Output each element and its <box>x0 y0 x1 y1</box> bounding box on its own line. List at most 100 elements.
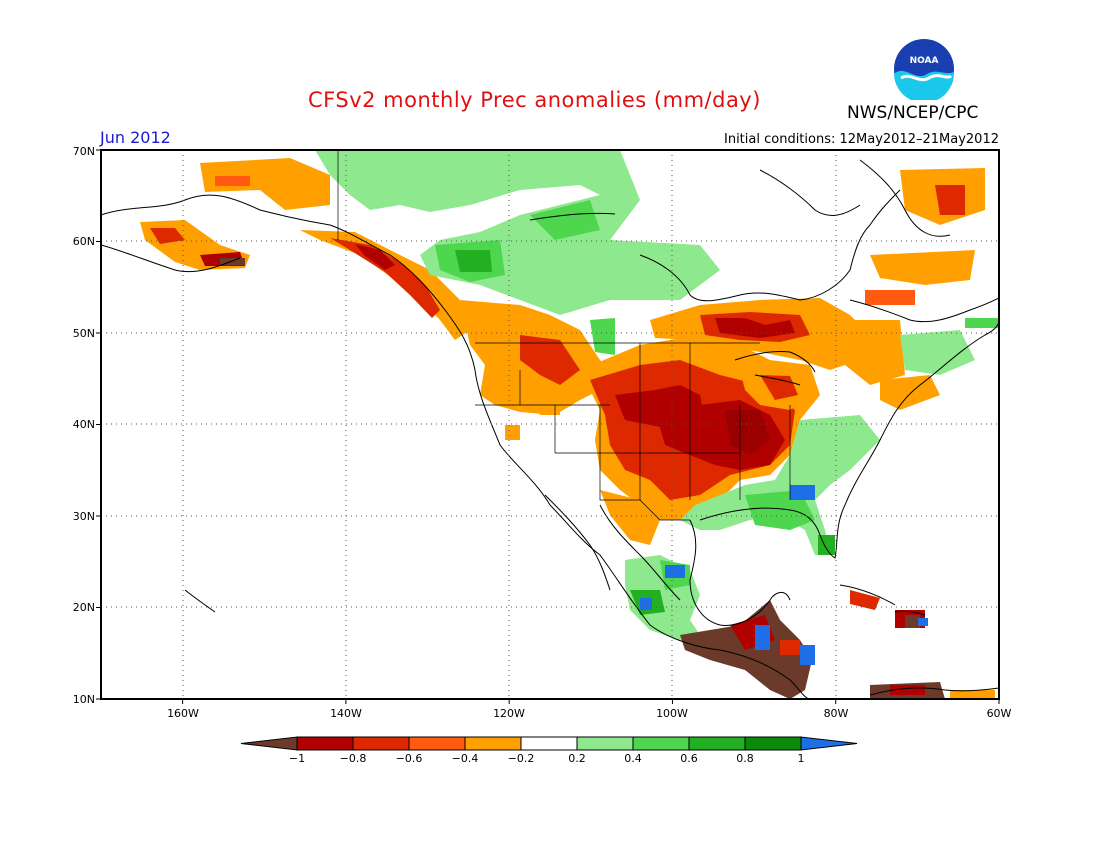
labrador-coast <box>849 297 999 323</box>
guianas-dry <box>950 690 995 699</box>
tick-marks <box>96 149 1000 704</box>
coastlines <box>101 159 999 699</box>
quebec-dry-spot <box>865 290 915 305</box>
lat-label-70: 70N <box>73 145 95 158</box>
bc-coast-dry-core <box>330 238 440 318</box>
bc-coast-very-dry <box>355 244 395 270</box>
lon-label-160w: 160W <box>167 707 199 720</box>
us-mexico-border <box>555 452 690 521</box>
lon-labels: 160W 140W 120W 100W 80W 60W <box>167 707 1011 720</box>
mexico-very-wet <box>665 565 685 578</box>
lon-label-100w: 100W <box>656 707 688 720</box>
legend-swatch-4 <box>464 736 522 751</box>
cuba-dry <box>850 590 880 610</box>
legend-swatch-2 <box>352 736 410 751</box>
legend-swatch-9 <box>744 736 802 751</box>
lake-erie <box>754 374 801 386</box>
pacific-nw-dry-core <box>520 335 580 385</box>
belize-wet <box>755 625 770 650</box>
map-title: CFSv2 monthly Prec anomalies (mm/day) <box>308 88 761 112</box>
alaska-peninsula <box>101 244 241 273</box>
noaa-logo-text: NOAA <box>910 56 939 66</box>
prairie-wet <box>590 318 615 355</box>
georgia-very-wet <box>790 485 815 500</box>
pacific-coast <box>101 194 811 699</box>
nv-dry-spot <box>505 425 520 440</box>
lat-label-40: 40N <box>73 418 95 431</box>
ut-dry-spot <box>540 405 560 415</box>
legend-label-6: 0.4 <box>624 752 642 765</box>
legend-swatch-8 <box>688 736 746 751</box>
init-conditions: Initial conditions: 12May2012–21May2012 <box>724 132 999 147</box>
quebec-dry <box>870 250 975 285</box>
canada-wet-peak <box>455 250 492 272</box>
ontario-very-dry <box>715 318 795 338</box>
lat-label-60: 60N <box>73 235 95 248</box>
mexico-west-very-wet <box>640 598 652 610</box>
hispaniola-very-dry <box>905 615 920 628</box>
lat-labels: 70N 60N 50N 40N 30N 20N 10N <box>73 145 95 706</box>
legend-label-9: 1 <box>798 752 805 765</box>
color-legend-labels: −1 −0.8 −0.6 −0.4 −0.2 0.2 0.4 0.6 0.8 1 <box>289 752 805 765</box>
lat-label-10: 10N <box>73 693 95 706</box>
sw-texas-dry <box>600 490 660 545</box>
nicaragua-wet <box>800 645 815 665</box>
legend-label-1: −0.8 <box>340 752 367 765</box>
yukon-dry-patch <box>200 158 330 210</box>
canada-interior-wet <box>315 150 720 315</box>
maritime-wet <box>900 330 975 375</box>
lon-label-60w: 60W <box>987 707 1012 720</box>
legend-swatch-5 <box>520 736 578 751</box>
agency-label: NWS/NCEP/CPC <box>847 103 979 123</box>
state-borders <box>475 343 791 500</box>
lat-label-20: 20N <box>73 601 95 614</box>
borders <box>337 150 791 521</box>
midwest-core-dry <box>725 410 770 455</box>
legend-swatch-7 <box>632 736 690 751</box>
labrador-dry-core <box>935 185 965 215</box>
month-label: Jun 2012 <box>100 128 171 147</box>
legend-swatch-6 <box>576 736 634 751</box>
noaa-logo: NOAA <box>893 38 955 104</box>
southeast-wet <box>680 415 880 555</box>
south-america-coast <box>869 687 999 696</box>
legend-swatch-1 <box>296 736 354 751</box>
yukon-dry-core <box>215 176 250 186</box>
gulf-of-california <box>599 504 681 601</box>
puerto-rico-wet <box>918 618 928 626</box>
legend-arrow-high <box>800 736 858 751</box>
lat-label-30: 30N <box>73 510 95 523</box>
alaska-dry-core <box>150 228 185 244</box>
maritime-dry <box>840 320 905 385</box>
new-england-dry <box>880 375 940 410</box>
gulf-atlantic-coast <box>699 319 999 559</box>
arctic-islands-1 <box>759 169 861 216</box>
color-legend <box>240 736 858 751</box>
legend-label-5: 0.2 <box>568 752 586 765</box>
hudson-bay <box>639 189 901 302</box>
legend-label-2: −0.6 <box>396 752 423 765</box>
great-slave-lake <box>529 212 616 221</box>
florida-wet <box>818 535 835 555</box>
lat-label-50: 50N <box>73 327 95 340</box>
cuba <box>839 584 896 606</box>
noaa-logo-icon: NOAA <box>894 39 955 104</box>
hispaniola <box>894 610 926 616</box>
mackenzie-wet <box>530 200 600 240</box>
honduras-dry <box>780 640 800 655</box>
texas-dry-core <box>650 458 710 495</box>
legend-label-8: 0.8 <box>736 752 754 765</box>
legend-arrow-low <box>240 736 298 751</box>
legend-swatch-3 <box>408 736 466 751</box>
legend-label-7: 0.6 <box>680 752 698 765</box>
newfoundland-wet <box>965 318 998 328</box>
hawaii <box>184 589 216 613</box>
baja-california <box>544 494 611 591</box>
legend-label-0: −1 <box>289 752 305 765</box>
legend-label-4: −0.2 <box>508 752 535 765</box>
legend-label-3: −0.4 <box>452 752 479 765</box>
lon-label-120w: 120W <box>493 707 525 720</box>
gulf-of-mexico-west <box>689 519 791 626</box>
